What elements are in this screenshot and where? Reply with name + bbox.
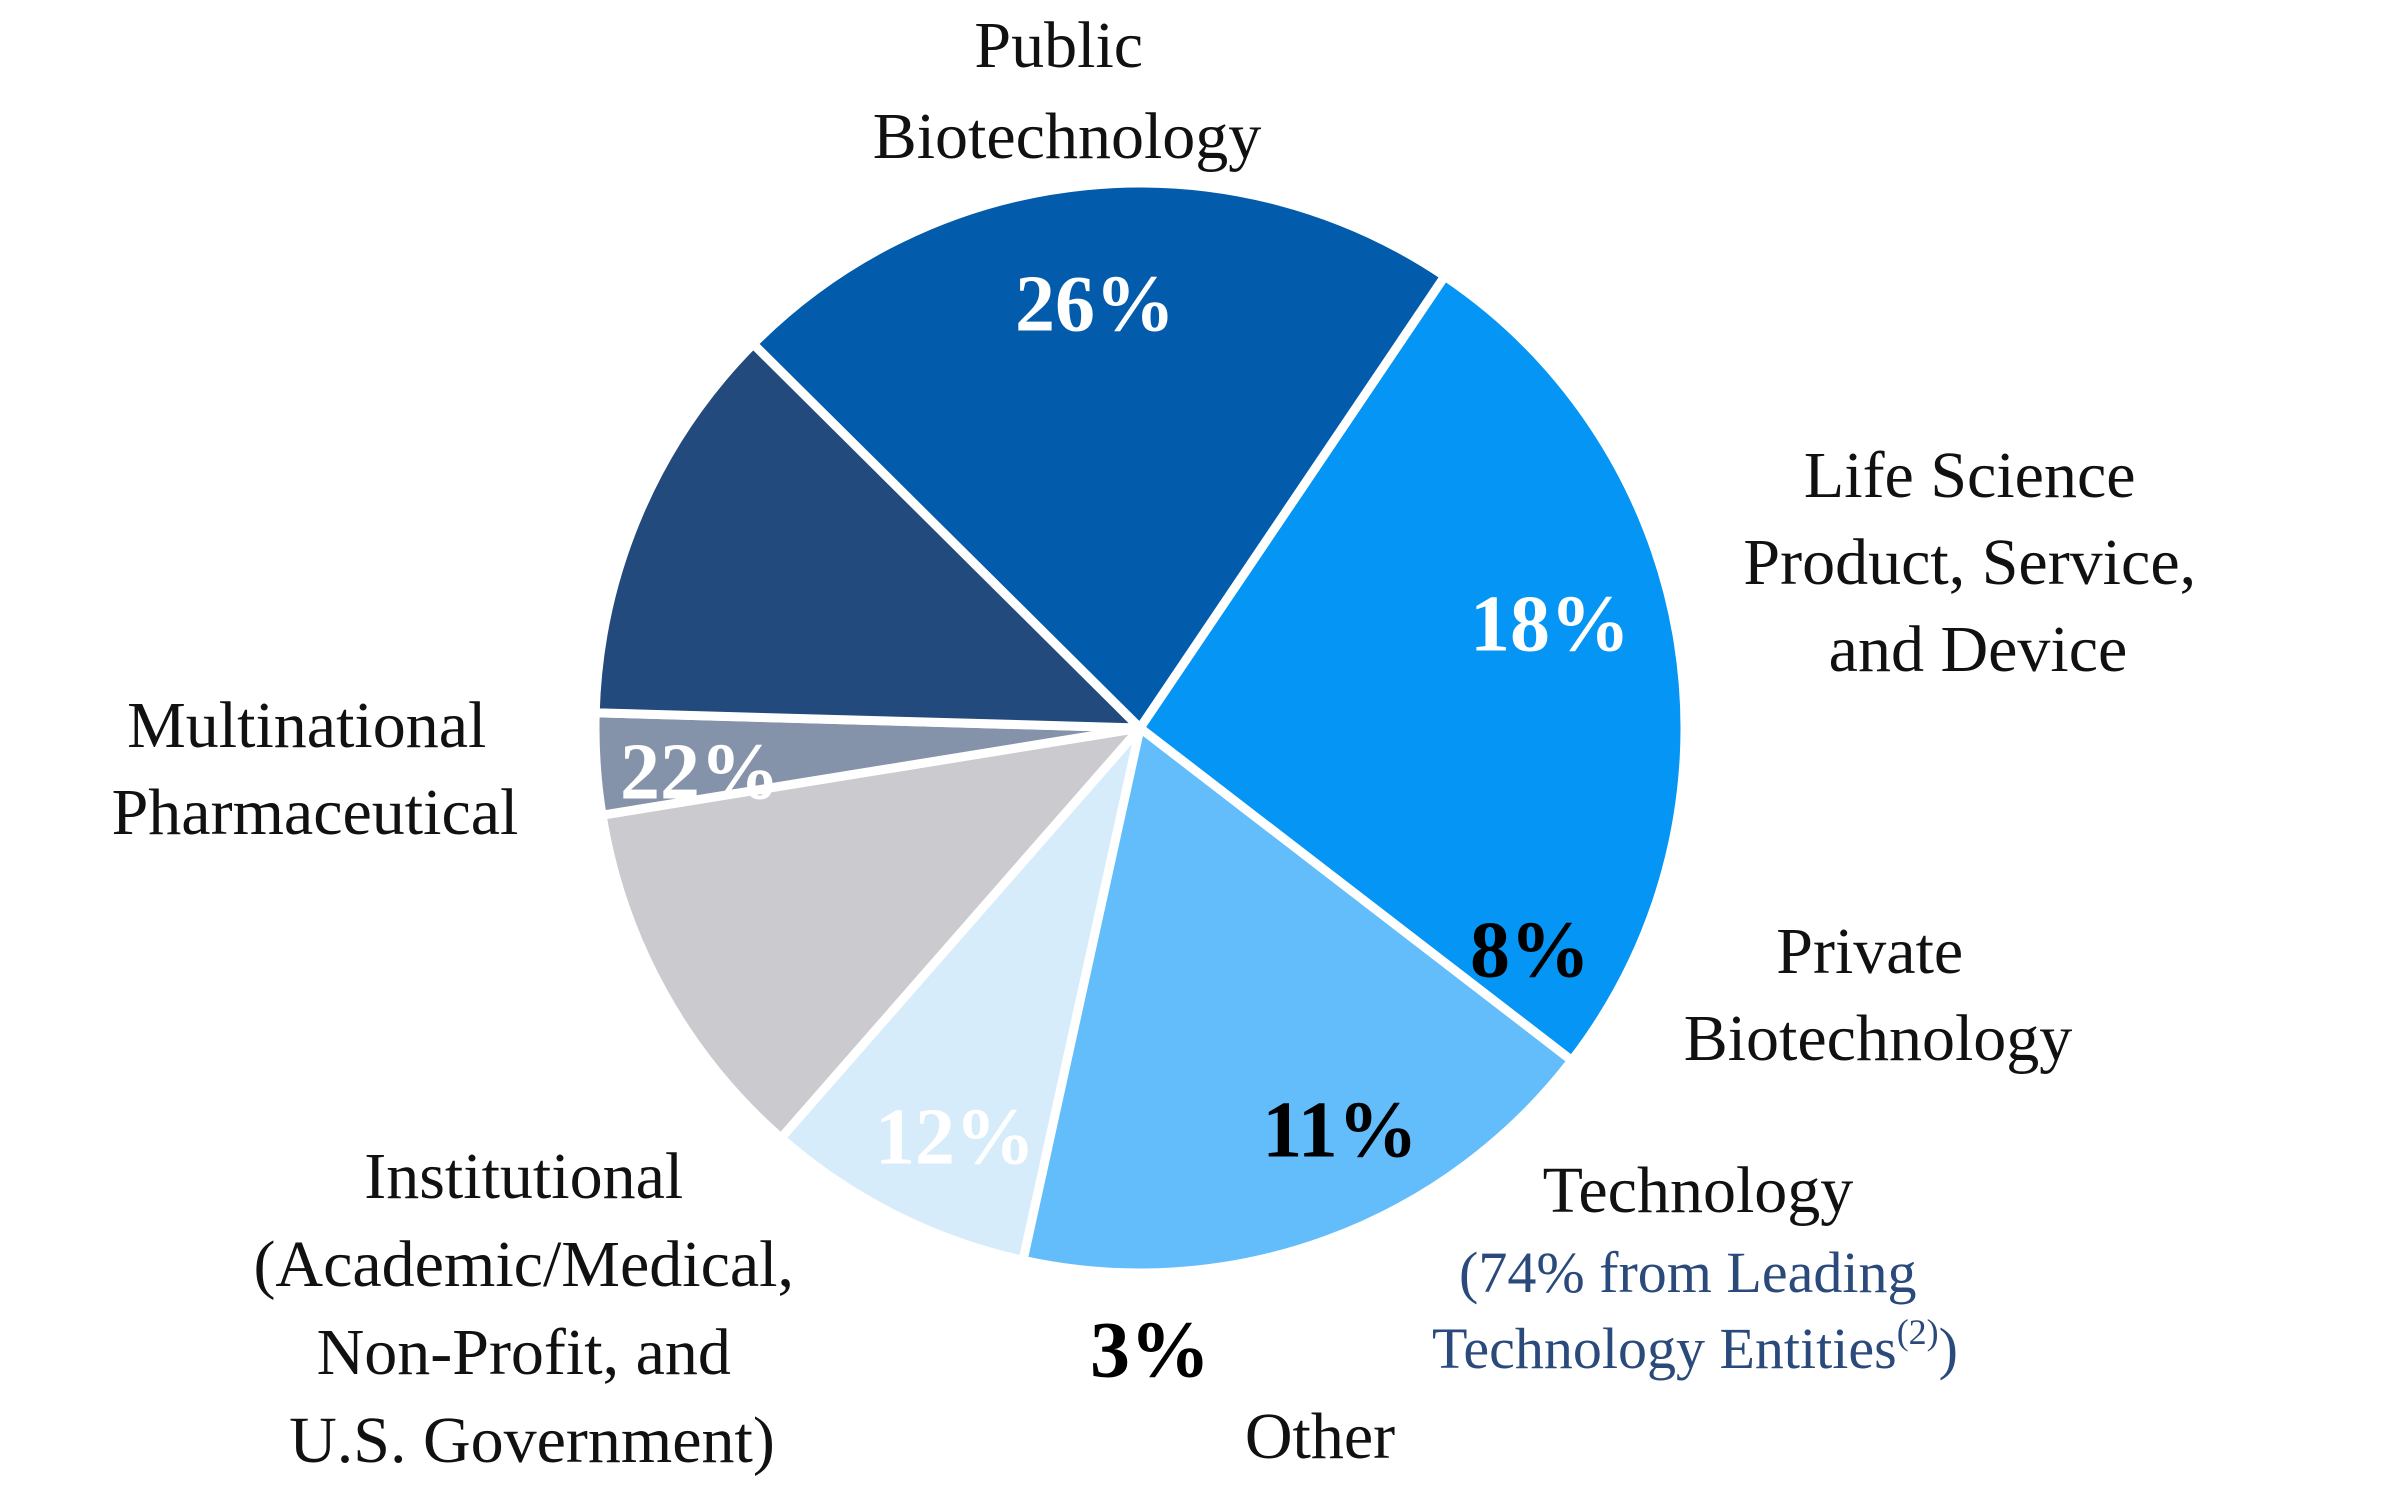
value-label: 26%	[1015, 260, 1175, 348]
label-public-biotechnology: Public Biotechnology	[873, 9, 1262, 173]
label-multinational-pharmaceutical: Multinational Pharmaceutical	[112, 689, 519, 849]
label-private-biotechnology: Private Biotechnology	[1684, 915, 2073, 1075]
value-label: 18%	[1470, 580, 1630, 668]
value-label: 3%	[1090, 1306, 1210, 1394]
pie-slice-private-biotechnology	[776, 723, 1145, 1265]
pie-slice-life-science-product-service-and-device	[1018, 723, 1577, 1278]
pie-slice-institutional-academic-medical-non-profit-and-u-s-government	[590, 339, 1145, 733]
value-label: 11%	[1262, 1086, 1418, 1174]
label-institutional: Institutional (Academic/Medical, Non-Pro…	[253, 1140, 810, 1477]
value-label: 8%	[1470, 906, 1590, 994]
pie-slice-multinational-pharmaceutical	[748, 178, 1450, 733]
value-label: 22%	[620, 728, 780, 816]
pie-slice-public-biotechnology	[1135, 271, 1690, 1066]
label-technology: Technology	[1543, 1154, 1854, 1227]
value-labels: 26% 18% 8% 11% 3% 12% 22%	[620, 260, 1630, 1394]
technology-note: (74% from Leading Technology Entities(2)…	[1432, 1240, 1958, 1381]
label-other: Other	[1245, 1400, 1395, 1473]
label-life-science: Life Science Product, Service, and Devic…	[1743, 439, 2212, 686]
value-label: 12%	[875, 1093, 1035, 1181]
pie-slices	[590, 178, 1690, 1278]
pie-slice-technology	[597, 723, 1145, 1143]
